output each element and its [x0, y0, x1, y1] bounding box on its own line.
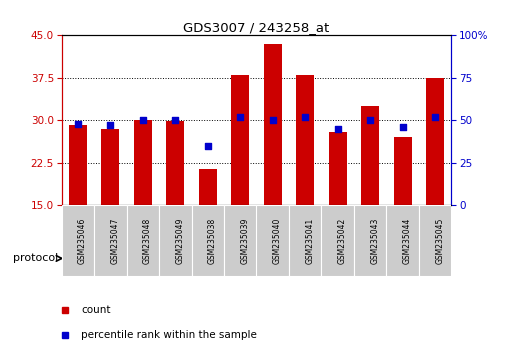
Text: GSM235049: GSM235049: [175, 217, 184, 264]
Point: [269, 118, 277, 123]
Bar: [94, 205, 127, 276]
Bar: [426, 78, 444, 205]
Bar: [199, 169, 216, 205]
Text: GSM235040: GSM235040: [273, 217, 282, 264]
Point: [74, 121, 82, 127]
Bar: [231, 75, 249, 205]
Bar: [322, 205, 354, 276]
Point: [106, 122, 114, 128]
Point: [366, 118, 374, 123]
Point: [431, 114, 439, 120]
Bar: [127, 205, 159, 276]
Bar: [419, 205, 451, 276]
Text: GSM235043: GSM235043: [370, 217, 379, 264]
Bar: [62, 241, 191, 276]
Bar: [297, 75, 314, 205]
Bar: [69, 125, 87, 205]
Bar: [322, 241, 451, 276]
Text: GSM235045: GSM235045: [435, 217, 444, 264]
Bar: [289, 205, 322, 276]
Bar: [394, 137, 411, 205]
Bar: [159, 205, 191, 276]
Bar: [264, 44, 282, 205]
Text: count: count: [81, 305, 111, 315]
Bar: [166, 121, 184, 205]
Bar: [102, 129, 119, 205]
Text: GSM235044: GSM235044: [403, 217, 412, 264]
Text: miR-K12-11 expression: miR-K12-11 expression: [326, 253, 447, 263]
Point: [236, 114, 244, 120]
Bar: [134, 120, 152, 205]
Text: GSM235047: GSM235047: [110, 217, 120, 264]
Point: [301, 114, 309, 120]
Text: GSM235039: GSM235039: [240, 217, 249, 264]
Text: GSM235041: GSM235041: [305, 218, 314, 264]
Text: percentile rank within the sample: percentile rank within the sample: [81, 330, 257, 339]
Bar: [361, 106, 379, 205]
Bar: [329, 132, 347, 205]
Bar: [224, 205, 256, 276]
Bar: [386, 205, 419, 276]
Text: GSM235048: GSM235048: [143, 218, 152, 264]
Text: GSM235042: GSM235042: [338, 218, 347, 264]
Text: control: control: [108, 253, 145, 263]
Bar: [354, 205, 386, 276]
Text: GSM235038: GSM235038: [208, 218, 217, 264]
Point: [171, 118, 180, 123]
Text: miR-155 expression: miR-155 expression: [205, 253, 308, 263]
Bar: [191, 205, 224, 276]
Bar: [191, 241, 322, 276]
Title: GDS3007 / 243258_at: GDS3007 / 243258_at: [183, 21, 330, 34]
Point: [399, 124, 407, 130]
Bar: [62, 205, 94, 276]
Bar: [256, 205, 289, 276]
Point: [204, 143, 212, 149]
Text: protocol: protocol: [13, 253, 62, 263]
Text: GSM235046: GSM235046: [78, 217, 87, 264]
Point: [333, 126, 342, 132]
Point: [139, 118, 147, 123]
